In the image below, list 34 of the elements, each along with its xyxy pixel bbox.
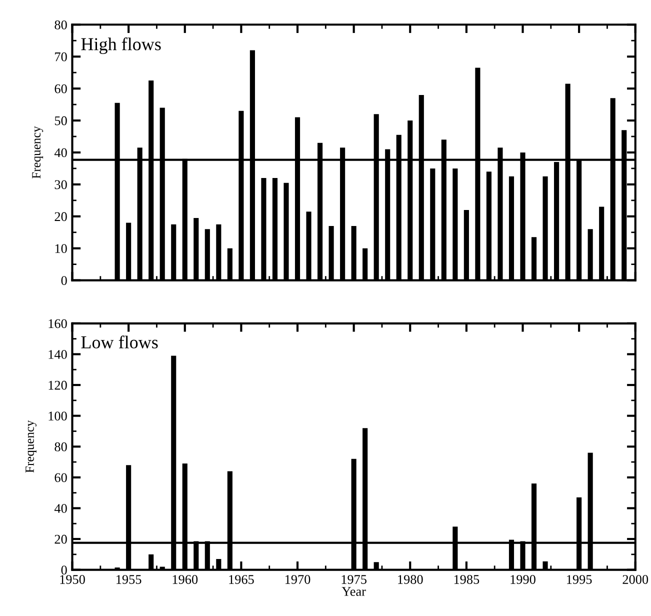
y-tick-label: 80	[54, 20, 67, 30]
y-tick-label: 60	[54, 84, 67, 94]
x-tick-label: 1960	[172, 575, 198, 584]
x-tick-label: 1970	[285, 575, 310, 584]
x-tick-label: 1980	[398, 575, 423, 584]
x-tick-label: 1985	[454, 575, 480, 584]
y-tick-label: 0	[61, 276, 67, 285]
x-tick-label: 1990	[510, 575, 536, 584]
y-tick-label: 140	[48, 350, 67, 359]
y-tick-label: 80	[54, 442, 67, 452]
y-tick-label: 40	[54, 504, 67, 513]
x-tick-label: 2000	[622, 575, 648, 584]
x-tick-label: 1955	[116, 575, 142, 584]
x-tick-label: 1950	[60, 575, 85, 584]
y-axis-title: Frequency	[26, 420, 36, 473]
y-tick-label: 50	[54, 116, 67, 126]
y-tick-label: 10	[55, 244, 67, 254]
y-tick-label: 100	[48, 412, 67, 421]
y-tick-label: 30	[54, 180, 67, 190]
y-tick-label: 60	[54, 473, 67, 482]
x-tick-label: 1995	[567, 575, 592, 584]
text: Low flows	[81, 336, 158, 348]
y-tick-label: 20	[54, 534, 67, 544]
y-tick-label: 20	[54, 212, 67, 222]
text: High flows	[81, 37, 161, 54]
y-tick-label: 0	[61, 566, 67, 575]
y-tick-label: 120	[48, 380, 67, 390]
x-tick-label: 1965	[229, 575, 254, 584]
y-tick-label: 40	[54, 148, 67, 158]
y-tick-label: 160	[48, 319, 67, 328]
y-tick-label: 70	[55, 52, 67, 62]
x-axis-title: Year	[342, 587, 366, 596]
y-axis-title: Frequency	[32, 126, 44, 178]
x-tick-label: 1975	[342, 575, 366, 584]
